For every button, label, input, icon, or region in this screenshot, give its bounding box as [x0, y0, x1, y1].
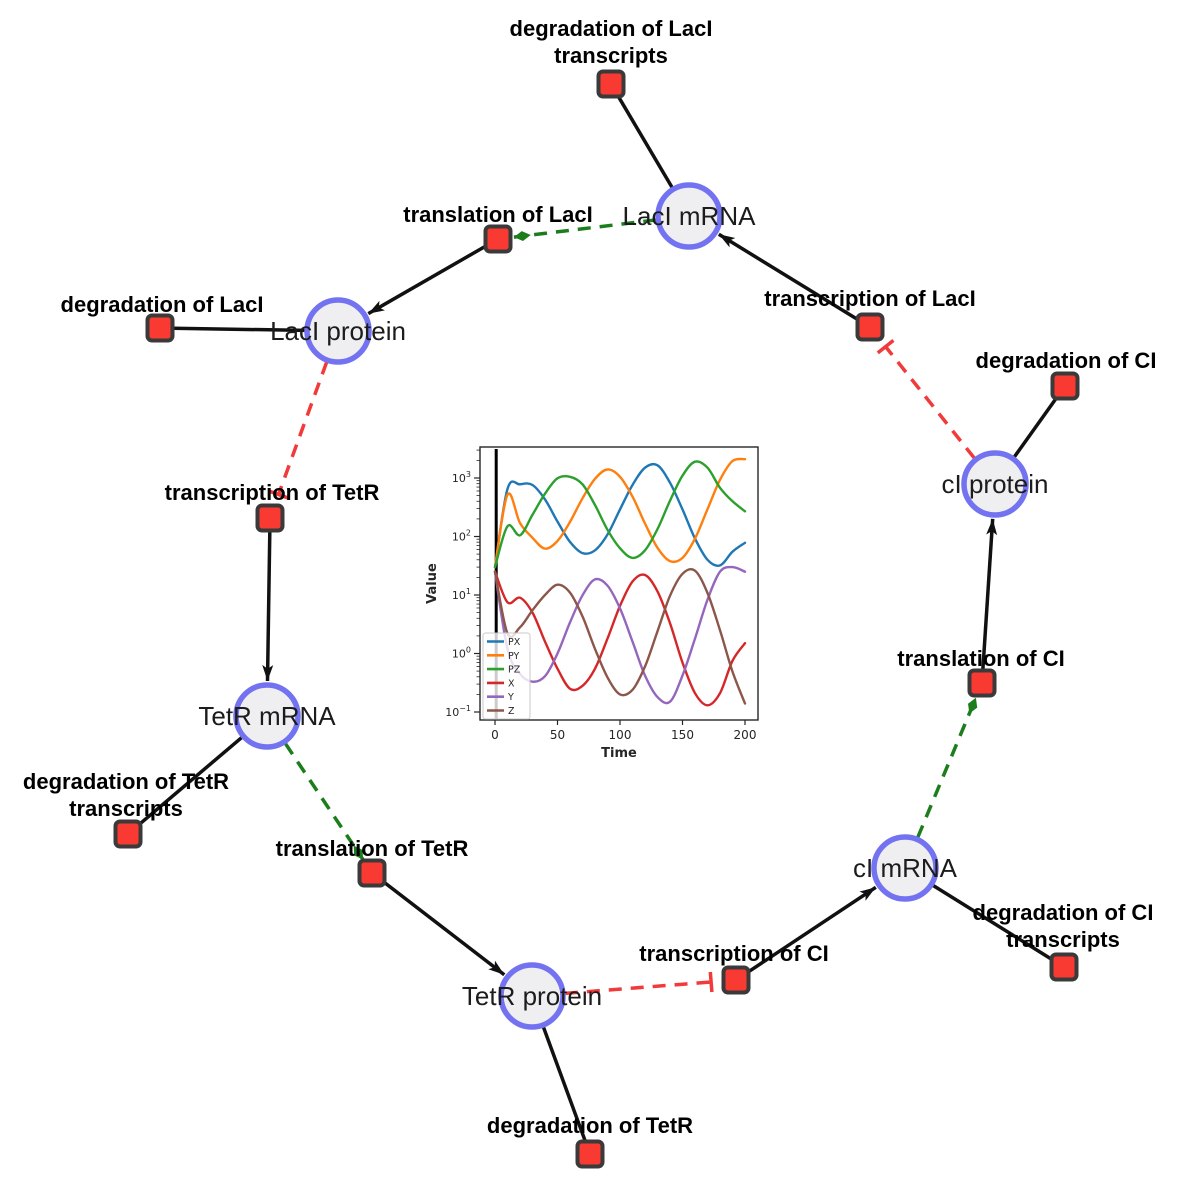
- species-label-laci_prot: LacI protein: [270, 316, 406, 346]
- edge-arrow-transl_laci-laci_prot: [367, 244, 487, 316]
- reaction-label-deg_ci_tr: degradation of CI transcripts: [973, 900, 1154, 952]
- reaction-node-transl_laci[interactable]: [483, 224, 513, 254]
- edge-arrow-transc_tetr-tetr_mrna: [262, 531, 274, 682]
- chart-series-PZ: [493, 460, 747, 569]
- x-tick-label: 200: [734, 728, 757, 742]
- reaction-node-transc_laci[interactable]: [855, 312, 885, 342]
- reaction-node-deg_laci[interactable]: [145, 313, 175, 343]
- legend-label-PX: PX: [508, 637, 521, 648]
- reaction-node-transl_ci[interactable]: [967, 668, 997, 698]
- reaction-label-deg_tetr_tr: degradation of TetR transcripts: [23, 769, 229, 821]
- reaction-label-transc_tetr: transcription of TetR: [165, 480, 380, 505]
- y-tick-label: 100: [452, 646, 471, 661]
- x-tick-label: 0: [491, 728, 499, 742]
- chart-series-Y: [493, 565, 747, 705]
- species-node-tetr_mrna[interactable]: [233, 682, 301, 750]
- reaction-node-deg_tetr_tr[interactable]: [113, 819, 143, 849]
- reaction-label-deg_laci: degradation of LacI: [61, 292, 264, 317]
- legend-label-PY: PY: [508, 651, 520, 662]
- species-node-ci_prot[interactable]: [961, 450, 1029, 518]
- edge-arrow-transc_ci-ci_mrna: [746, 885, 877, 974]
- x-tick-label: 150: [671, 728, 694, 742]
- y-tick-label: 101: [452, 587, 471, 602]
- reaction-label-transc_laci: transcription of LacI: [764, 286, 975, 311]
- chart-series-PY: [493, 457, 747, 569]
- legend-label-X: X: [508, 678, 515, 689]
- species-label-tetr_mrna: TetR mRNA: [198, 701, 336, 731]
- y-tick-label: 102: [452, 529, 471, 544]
- legend-label-PZ: PZ: [508, 665, 521, 676]
- species-label-laci_mrna: LacI mRNA: [623, 201, 757, 231]
- species-node-laci_prot[interactable]: [304, 297, 372, 365]
- edge-inhibition-tetr_prot-transc_ci: [564, 971, 714, 996]
- legend-box: [482, 632, 531, 720]
- legend-label-Y: Y: [507, 692, 514, 703]
- reaction-node-transl_tetr[interactable]: [357, 858, 387, 888]
- reaction-label-deg_tetr: degradation of TetR: [487, 1113, 693, 1138]
- species-label-ci_mrna: cI mRNA: [853, 853, 958, 883]
- reaction-node-transc_tetr[interactable]: [255, 503, 285, 533]
- edge-arrow-transl_tetr-tetr_prot: [382, 880, 506, 977]
- reaction-label-transc_ci: transcription of CI: [639, 941, 828, 966]
- chart-series-Z: [493, 567, 747, 705]
- edge-line-laci_mrna-deg_laci_tr: [616, 94, 674, 189]
- species-node-tetr_prot[interactable]: [498, 962, 566, 1030]
- reaction-label-transl_laci: translation of LacI: [403, 202, 592, 227]
- inset-chart: 0 50 100 150 200Time10−1100101102103ValuePXP…: [425, 446, 759, 761]
- reaction-label-transl_ci: translation of CI: [897, 646, 1064, 671]
- species-label-ci_prot: cI protein: [942, 469, 1049, 499]
- species-node-laci_mrna[interactable]: [655, 182, 723, 250]
- chart-series-PX: [493, 462, 747, 569]
- chart-legend: PX PY PZ XYZ: [482, 632, 531, 720]
- edge-arrow-transc_laci-laci_mrna: [717, 232, 860, 322]
- edge-modifier-tetr_mrna-transl_tetr: [283, 742, 365, 861]
- edge-modifier-laci_mrna-transl_laci: [513, 218, 657, 242]
- reaction-label-transl_tetr: translation of TetR: [276, 836, 469, 861]
- edge-line-tetr_prot-deg_tetr: [541, 1026, 588, 1143]
- edges-layer: [136, 94, 1059, 1143]
- y-axis-label: Value: [425, 563, 440, 604]
- labels-layer: degradation of LacI transcripts translatio…: [23, 16, 1157, 1138]
- reaction-node-deg_tetr[interactable]: [575, 1139, 605, 1169]
- reaction-label-deg_laci_tr: degradation of LacI transcripts: [510, 16, 713, 68]
- reactions-layer: [113, 69, 1080, 1169]
- x-tick-label: 50: [550, 728, 565, 742]
- edge-line-ci_prot-deg_ci: [1012, 395, 1059, 459]
- chart-frame: [479, 446, 759, 721]
- legend-label-Z: Z: [508, 706, 515, 717]
- reaction-label-deg_ci: degradation of CI: [976, 348, 1157, 373]
- reaction-node-deg_ci_tr[interactable]: [1049, 952, 1079, 982]
- species-label-tetr_prot: TetR protein: [462, 981, 602, 1011]
- y-tick-label: 10−1: [445, 704, 471, 719]
- y-tick-label: 103: [452, 470, 471, 485]
- edge-modifier-ci_mrna-transl_ci: [916, 697, 978, 839]
- reaction-node-deg_ci[interactable]: [1050, 371, 1080, 401]
- species-node-ci_mrna[interactable]: [871, 834, 939, 902]
- x-axis-label: Time: [601, 746, 637, 761]
- edge-line-tetr_mrna-deg_tetr_tr: [136, 736, 243, 827]
- edge-line-laci_prot-deg_laci: [172, 326, 306, 333]
- x-tick-label: 100: [609, 728, 632, 742]
- edge-inhibition-ci_prot-transc_laci: [876, 339, 976, 460]
- edge-inhibition-laci_prot-transc_tetr: [268, 361, 329, 500]
- edge-arrow-transl_ci-ci_prot: [981, 518, 998, 670]
- reaction-node-transc_ci[interactable]: [721, 965, 751, 995]
- edge-line-ci_mrna-deg_ci_tr: [932, 883, 1054, 962]
- reaction-node-deg_laci_tr[interactable]: [596, 69, 626, 99]
- species-layer: [233, 182, 1029, 1030]
